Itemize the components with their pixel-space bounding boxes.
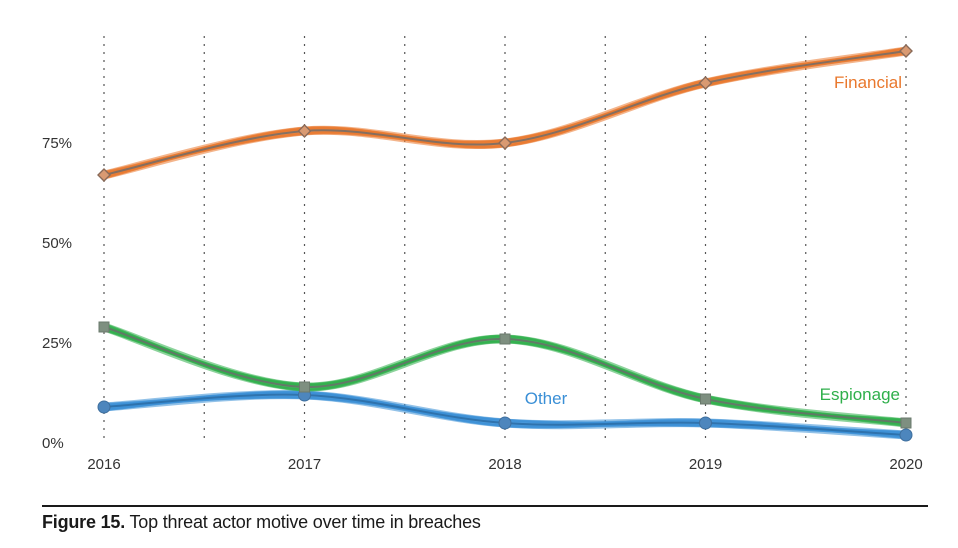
x-tick-label: 2019	[689, 456, 722, 473]
x-tick-label: 2017	[288, 456, 321, 473]
line-chart: 2016 2017 2018 2019 2020 0% 25% 50% 75% Financi…	[42, 36, 923, 473]
data-point	[499, 333, 511, 345]
data-point	[899, 428, 913, 442]
figure-caption-text: Top threat actor motive over time in bre…	[125, 512, 481, 532]
y-tick-label: 25%	[42, 335, 72, 352]
y-axis-ticks: 0% 25% 50% 75%	[42, 135, 72, 452]
y-tick-label: 75%	[42, 135, 72, 152]
data-point	[98, 321, 110, 333]
series-bands	[99, 46, 911, 440]
data-point	[700, 393, 711, 405]
data-point	[97, 400, 111, 414]
data-point	[698, 76, 713, 90]
grid-lines	[103, 36, 907, 441]
data-point	[299, 381, 310, 393]
x-tick-label: 2020	[889, 456, 922, 473]
y-tick-label: 50%	[42, 235, 72, 252]
series-label: Financial	[834, 73, 902, 92]
series-markers	[97, 44, 913, 442]
figure-caption: Figure 15. Top threat actor motive over …	[42, 512, 481, 533]
x-tick-label: 2016	[87, 456, 120, 473]
data-point	[97, 168, 111, 182]
caption-divider	[42, 505, 928, 507]
series-labels: Financial Espionage Other	[525, 73, 902, 408]
data-point	[498, 136, 512, 150]
data-point	[900, 417, 912, 429]
data-point	[498, 416, 512, 430]
x-tick-label: 2018	[488, 456, 521, 473]
data-point	[297, 124, 312, 138]
series-label: Espionage	[820, 385, 900, 404]
y-tick-label: 0%	[42, 435, 64, 452]
x-axis-ticks: 2016 2017 2018 2019 2020	[87, 456, 922, 473]
data-point	[899, 44, 913, 58]
series-label: Other	[525, 389, 568, 408]
figure-number: Figure 15.	[42, 512, 126, 532]
data-point	[699, 416, 712, 430]
